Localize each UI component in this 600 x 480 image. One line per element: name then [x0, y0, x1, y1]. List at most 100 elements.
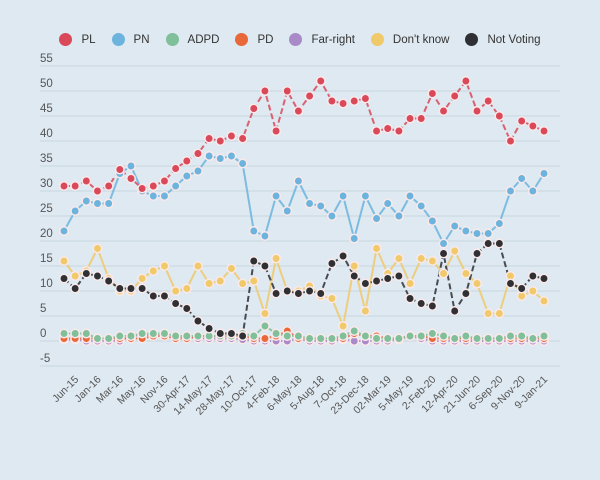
data-point[interactable] — [527, 286, 538, 296]
data-point[interactable] — [516, 116, 527, 126]
data-point[interactable] — [438, 238, 449, 249]
data-point[interactable] — [449, 221, 460, 231]
data-point[interactable] — [226, 328, 237, 339]
data-point[interactable] — [248, 276, 259, 286]
data-point[interactable] — [483, 228, 494, 239]
data-point[interactable] — [315, 76, 326, 86]
data-point[interactable] — [137, 283, 148, 294]
data-point[interactable] — [181, 303, 192, 314]
data-point[interactable] — [114, 164, 125, 175]
legend-item[interactable]: Far-right — [289, 33, 355, 46]
data-point[interactable] — [248, 331, 259, 341]
data-point[interactable] — [293, 176, 304, 186]
data-point[interactable] — [427, 256, 438, 266]
data-point[interactable] — [483, 308, 494, 319]
data-point[interactable] — [215, 136, 226, 146]
data-point[interactable] — [371, 213, 382, 224]
data-point[interactable] — [472, 333, 482, 344]
legend-item[interactable]: PL — [59, 33, 96, 46]
data-point[interactable] — [416, 253, 427, 264]
data-point[interactable] — [438, 331, 449, 341]
data-point[interactable] — [449, 306, 460, 316]
data-point[interactable] — [393, 333, 404, 344]
data-point[interactable] — [248, 256, 259, 266]
data-point[interactable] — [148, 328, 159, 339]
data-point[interactable] — [360, 93, 371, 104]
data-point[interactable] — [114, 331, 125, 341]
data-point[interactable] — [170, 298, 181, 309]
data-point[interactable] — [416, 113, 427, 124]
data-point[interactable] — [516, 283, 527, 294]
data-point[interactable] — [59, 226, 69, 236]
data-point[interactable] — [539, 296, 549, 306]
data-point[interactable] — [416, 331, 427, 341]
data-point[interactable] — [505, 136, 516, 146]
data-point[interactable] — [114, 283, 125, 294]
data-point[interactable] — [326, 258, 337, 269]
data-point[interactable] — [226, 263, 237, 274]
data-point[interactable] — [360, 331, 371, 341]
data-point[interactable] — [427, 301, 438, 311]
data-point[interactable] — [204, 151, 215, 161]
data-point[interactable] — [449, 333, 460, 344]
data-point[interactable] — [472, 106, 482, 116]
data-point[interactable] — [349, 233, 360, 244]
data-point[interactable] — [449, 246, 460, 256]
data-point[interactable] — [349, 271, 360, 281]
data-point[interactable] — [215, 153, 226, 164]
data-point[interactable] — [371, 126, 382, 136]
data-point[interactable] — [81, 328, 92, 339]
data-point[interactable] — [505, 278, 516, 289]
data-point[interactable] — [338, 331, 349, 341]
data-point[interactable] — [393, 271, 404, 281]
data-point[interactable] — [181, 283, 192, 294]
legend-item[interactable]: ADPD — [165, 33, 219, 46]
data-point[interactable] — [516, 173, 527, 184]
data-point[interactable] — [137, 273, 148, 284]
data-point[interactable] — [226, 131, 237, 141]
data-point[interactable] — [248, 226, 259, 236]
data-point[interactable] — [494, 333, 505, 344]
data-point[interactable] — [271, 328, 282, 339]
data-point[interactable] — [326, 211, 337, 221]
data-point[interactable] — [539, 331, 549, 341]
data-point[interactable] — [405, 331, 415, 341]
data-point[interactable] — [271, 191, 282, 201]
data-point[interactable] — [159, 191, 170, 201]
data-point[interactable] — [126, 161, 136, 171]
data-point[interactable] — [282, 286, 293, 296]
data-point[interactable] — [148, 291, 159, 301]
data-point[interactable] — [494, 308, 505, 319]
data-point[interactable] — [159, 328, 170, 339]
legend-item[interactable]: Not Voting — [465, 33, 541, 46]
data-point[interactable] — [193, 331, 203, 341]
data-point[interactable] — [148, 266, 159, 276]
data-point[interactable] — [259, 86, 270, 96]
data-point[interactable] — [382, 273, 393, 284]
data-point[interactable] — [92, 198, 103, 209]
data-point[interactable] — [193, 166, 203, 176]
data-point[interactable] — [103, 181, 114, 191]
data-point[interactable] — [416, 298, 427, 309]
data-point[interactable] — [215, 328, 226, 339]
data-point[interactable] — [338, 321, 349, 331]
data-point[interactable] — [349, 326, 360, 336]
data-point[interactable] — [539, 273, 549, 284]
data-point[interactable] — [483, 238, 494, 249]
data-point[interactable] — [70, 328, 81, 339]
data-point[interactable] — [81, 176, 92, 186]
data-point[interactable] — [505, 186, 516, 196]
data-point[interactable] — [59, 256, 69, 266]
data-point[interactable] — [505, 331, 516, 341]
data-point[interactable] — [92, 271, 103, 281]
data-point[interactable] — [416, 201, 427, 211]
data-point[interactable] — [148, 191, 159, 201]
data-point[interactable] — [181, 331, 192, 341]
data-point[interactable] — [438, 248, 449, 259]
data-point[interactable] — [159, 261, 170, 271]
data-point[interactable] — [70, 181, 81, 191]
data-point[interactable] — [315, 201, 326, 211]
data-point[interactable] — [293, 331, 304, 341]
data-point[interactable] — [70, 271, 81, 281]
data-point[interactable] — [539, 168, 549, 179]
